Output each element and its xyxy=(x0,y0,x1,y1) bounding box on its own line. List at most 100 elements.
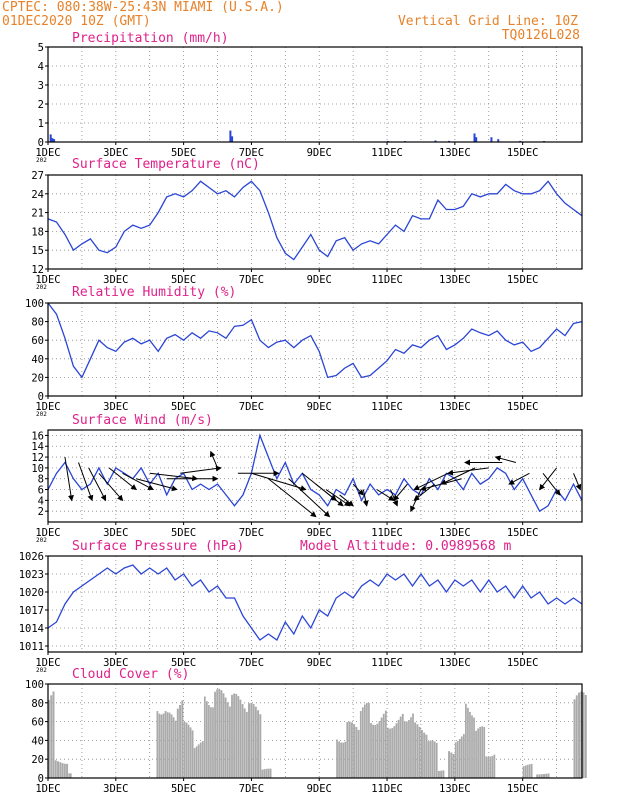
cloud-cover-bar xyxy=(350,722,353,778)
cloud-cover-bar xyxy=(575,695,578,778)
precipitation-ytick-label: 0 xyxy=(38,137,44,149)
relative-humidity-xtick-label: 1DEC xyxy=(35,401,60,413)
surface-pressure-ytick-label: 1020 xyxy=(19,587,44,599)
surface-wind-vector xyxy=(539,467,557,491)
cloud-cover-bar xyxy=(382,713,385,778)
precipitation-xtick-label: 7DEC xyxy=(239,147,264,159)
precipitation-year-label: 202 xyxy=(36,157,47,164)
cloud-cover-bar xyxy=(241,704,244,778)
cloud-cover-frame xyxy=(47,683,583,779)
cloud-cover-bar xyxy=(380,717,383,778)
cloud-cover-bar xyxy=(48,699,50,778)
surface-wind-vector xyxy=(352,483,364,496)
cloud-cover-bar xyxy=(205,701,208,778)
cloud-cover-bar xyxy=(68,773,70,778)
surface-wind-vector xyxy=(494,455,517,463)
surface-wind-vector xyxy=(376,489,395,501)
cloud-cover-xtick-label: 1DEC xyxy=(35,783,60,795)
cloud-cover-bar xyxy=(166,712,169,778)
cloud-cover-bar xyxy=(530,763,533,778)
cloud-cover-bar xyxy=(363,704,366,778)
cloud-cover-bar xyxy=(425,734,428,778)
surface-wind-vector xyxy=(413,472,449,491)
cloud-cover-bar xyxy=(66,763,69,778)
cloud-cover-bar xyxy=(218,688,221,778)
cloud-cover-bar xyxy=(259,714,262,778)
surface-wind-vector xyxy=(209,450,218,469)
precipitation-frame xyxy=(47,46,583,143)
cloud-cover-bar xyxy=(384,710,387,778)
surface-temperature-ytick-label: 18 xyxy=(31,226,44,238)
precipitation-xtick-label: 11DEC xyxy=(371,147,403,159)
surface-pressure-xtick-label: 5DEC xyxy=(171,657,196,669)
cloud-cover-bar xyxy=(245,711,248,778)
cloud-cover-bar xyxy=(199,742,202,778)
surface-pressure-annotation: Model Altitude: 0.0989568 m xyxy=(300,539,511,554)
cloud-cover-bar xyxy=(469,711,471,778)
cloud-cover-bar xyxy=(491,755,494,778)
precipitation-bar xyxy=(475,137,478,142)
surface-wind-vector xyxy=(108,467,137,491)
surface-pressure-frame xyxy=(47,555,583,653)
cloud-cover-bar xyxy=(456,741,459,778)
cloud-cover-ytick-label: 100 xyxy=(25,679,44,691)
surface-temperature-series-line xyxy=(47,180,583,261)
cloud-cover-bar xyxy=(471,715,473,778)
cloud-cover-bar xyxy=(357,729,360,778)
cloud-cover-bar xyxy=(170,714,173,778)
cloud-cover-bar xyxy=(158,713,161,778)
surface-wind-vector xyxy=(393,483,408,502)
surface-wind-vector xyxy=(542,472,561,496)
cloud-cover-bar xyxy=(195,746,198,778)
cloud-cover-bar xyxy=(481,726,484,778)
surface-pressure-xtick-label: 15DEC xyxy=(507,657,539,669)
cloud-cover-bar xyxy=(435,742,438,778)
cloud-cover-bar xyxy=(462,734,465,778)
cloud-cover-bar xyxy=(237,696,240,778)
cloud-cover-bar xyxy=(248,703,250,778)
surface-wind-ytick-label: 10 xyxy=(31,463,44,475)
cloud-cover-bar xyxy=(269,768,272,778)
cloud-cover-bar xyxy=(168,712,171,778)
relative-humidity-ytick-label: 0 xyxy=(38,391,44,403)
relative-humidity-xtick-label: 5DEC xyxy=(171,401,196,413)
precipitation-bar xyxy=(53,139,56,142)
precipitation-bar xyxy=(229,130,232,142)
surface-pressure-xtick-label: 11DEC xyxy=(371,657,403,669)
precipitation-ytick-label: 5 xyxy=(38,42,44,54)
cloud-cover-bar xyxy=(187,724,190,778)
surface-temperature-ytick-label: 27 xyxy=(31,170,44,182)
cloud-cover-bar xyxy=(181,700,184,778)
cloud-cover-bar xyxy=(263,769,266,778)
cloud-cover-bar xyxy=(395,723,398,778)
cloud-cover-bar xyxy=(342,742,345,778)
surface-wind-xtick-label: 5DEC xyxy=(171,527,196,539)
relative-humidity-ytick-label: 40 xyxy=(31,354,44,366)
cloud-cover-bar xyxy=(348,721,351,778)
cloud-cover-title: Cloud Cover (%) xyxy=(72,667,189,682)
cloud-cover-bar xyxy=(493,754,496,778)
surface-temperature-xtick-label: 5DEC xyxy=(171,274,196,286)
cloud-cover-ytick-label: 0 xyxy=(38,773,44,785)
precipitation-bar xyxy=(231,136,234,142)
cloud-cover-bar xyxy=(540,774,543,778)
surface-wind-vector xyxy=(149,472,199,482)
surface-pressure-year-label: 202 xyxy=(36,667,47,674)
surface-wind-vector xyxy=(325,489,351,507)
cloud-cover-bar xyxy=(477,728,479,778)
cloud-cover-bar xyxy=(580,691,583,778)
relative-humidity-ytick-label: 20 xyxy=(31,372,44,384)
cloud-cover-bar xyxy=(465,703,467,778)
surface-pressure-xtick-label: 9DEC xyxy=(307,657,332,669)
cloud-cover-bar xyxy=(487,756,490,778)
cloud-cover-bar xyxy=(429,740,432,778)
cloud-cover-bar xyxy=(250,702,253,778)
cloud-cover-bar xyxy=(224,697,227,778)
surface-temperature-title: Surface Temperature (nC) xyxy=(72,157,260,172)
surface-wind-series-line xyxy=(47,433,583,513)
cloud-cover-ytick-label: 40 xyxy=(31,735,44,747)
cloud-cover-bar xyxy=(370,723,372,778)
cloud-cover-bar xyxy=(261,769,264,778)
